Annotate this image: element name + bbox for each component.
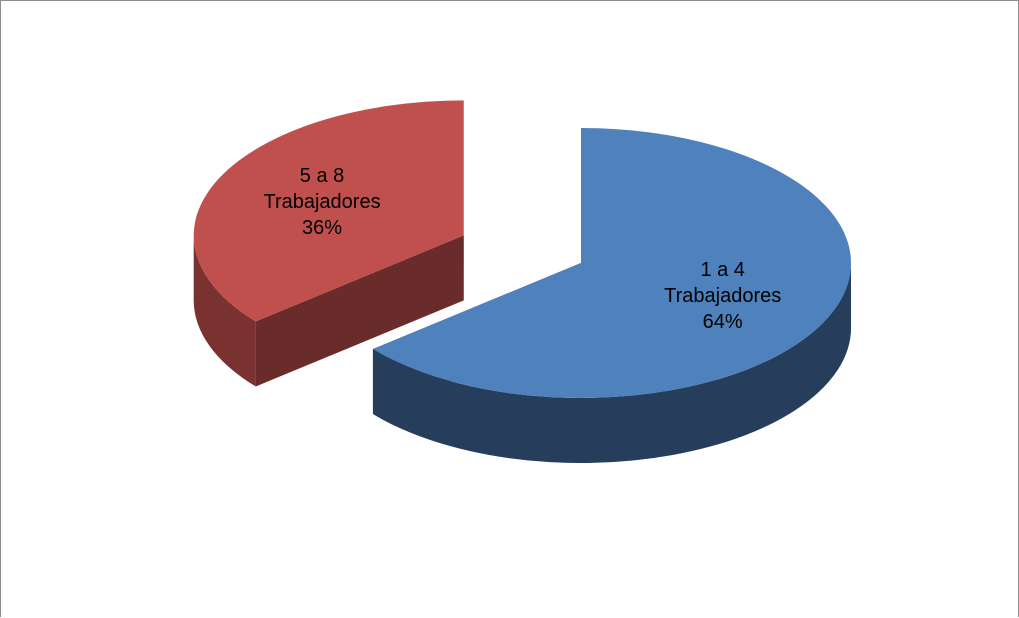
category-label: 5 a 8 Trabajadores [263,165,381,214]
slice-top [372,128,851,398]
slice-side [193,235,256,387]
slice-wall-shade [255,235,464,387]
category-label: 1 a 4 Trabajadores [664,259,782,308]
slice-wall [255,235,464,387]
slice-top [193,100,464,322]
data-label: 5 a 8 Trabajadores 36% [242,163,402,241]
value-label: 36% [302,217,343,240]
slice-side-shade [193,235,256,387]
data-label: 1 a 4 Trabajadores 64% [643,257,803,335]
slice-side-shade [372,263,851,463]
slice [372,128,851,463]
slice [193,100,464,387]
value-label: 64% [702,311,743,334]
